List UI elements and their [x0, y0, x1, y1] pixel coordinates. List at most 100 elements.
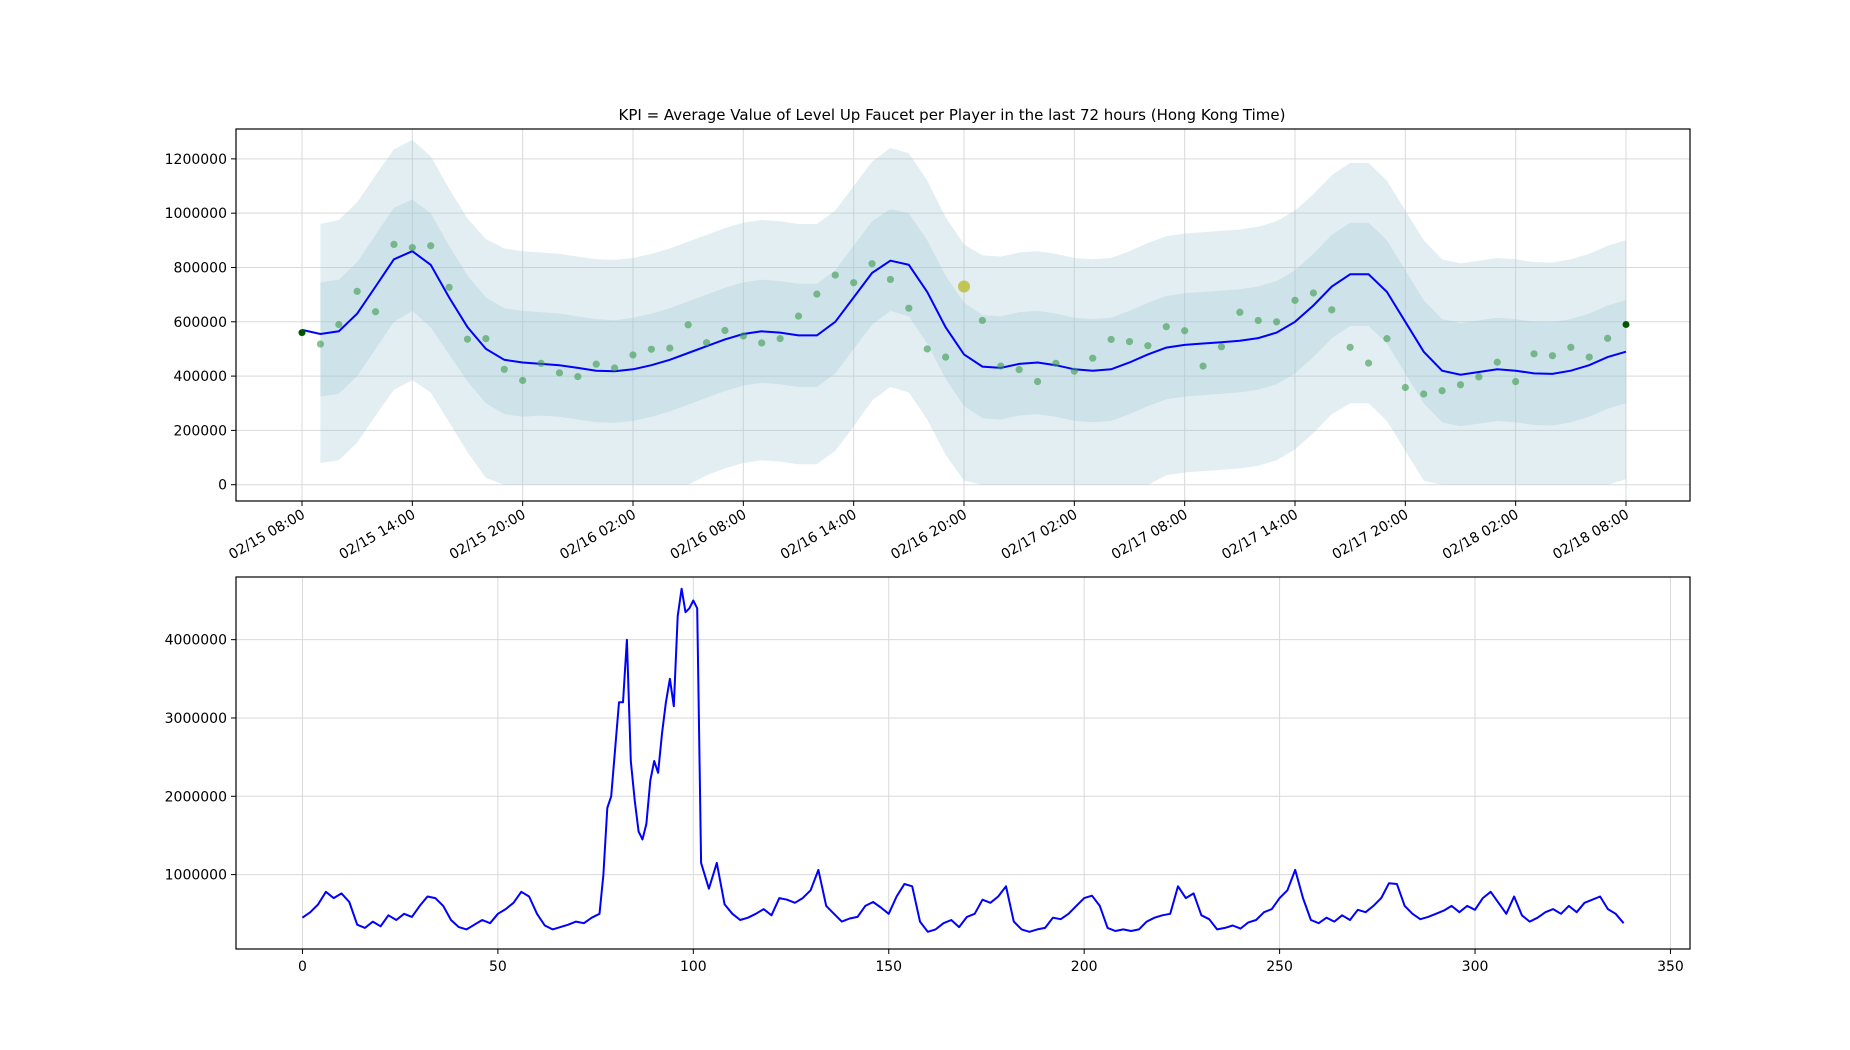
observed-point [592, 360, 600, 368]
y-tick-label: 1200000 [165, 152, 227, 168]
observed-point [390, 240, 398, 249]
y-tick-label: 200000 [174, 423, 227, 439]
observed-point [1604, 334, 1612, 342]
x-tick-label: 350 [1657, 959, 1684, 975]
observed-point [316, 340, 324, 348]
history-series-line [301, 587, 1625, 933]
observed-point [427, 242, 435, 250]
observed-point [1530, 350, 1538, 358]
observed-point [1144, 342, 1152, 350]
observed-point [868, 260, 876, 268]
observed-point [776, 335, 784, 343]
observed-point [978, 316, 986, 325]
forecast-line [301, 250, 1627, 376]
outer-confidence-band [320, 139, 1626, 485]
observed-point [1070, 367, 1078, 375]
observed-point [519, 376, 527, 385]
history-chart: 1000000 2000000 3000000 4000000 0 50 100 150 20… [165, 576, 1691, 975]
inner-confidence-band [320, 199, 1626, 427]
y-tick-label: 2000000 [165, 789, 227, 805]
observed-point [555, 369, 564, 377]
observed-point [1383, 335, 1391, 343]
observed-point [629, 351, 637, 359]
plot-frame [235, 576, 1691, 950]
observed-point [371, 308, 380, 316]
y-axis-ticks: 0 200000 400000 600000 800000 1000000 1200000 [165, 152, 236, 494]
observed-point [1162, 323, 1170, 331]
observed-point [1567, 343, 1575, 351]
grid-lines [236, 129, 1690, 501]
observed-point [1199, 362, 1207, 370]
y-tick-label: 400000 [174, 369, 227, 385]
observed-point [1309, 289, 1317, 297]
y-tick-label: 1000000 [165, 868, 227, 884]
observed-point [1548, 352, 1557, 360]
observed-point [1052, 359, 1060, 367]
observed-point [1438, 387, 1446, 395]
y-tick-label: 4000000 [165, 633, 227, 649]
x-axis-ticks: 0 50 100 150 200 250 300 350 [298, 949, 1684, 975]
observed-point [1475, 373, 1483, 381]
observed-point [445, 283, 453, 291]
anomaly-point [958, 280, 970, 293]
observed-point [1236, 308, 1244, 316]
observed-point [1181, 327, 1189, 335]
x-tick-label: 0 [298, 959, 307, 975]
y-tick-label: 600000 [174, 315, 227, 331]
observed-point [611, 364, 619, 372]
observed-point [335, 320, 343, 329]
observed-point [850, 279, 858, 287]
history-line [301, 587, 1625, 933]
observed-point [408, 244, 416, 252]
observed-point [997, 362, 1005, 370]
observed-point-last [1622, 321, 1630, 328]
observed-point [574, 373, 582, 381]
observed-point [1015, 365, 1023, 374]
x-tick-label: 250 [1266, 959, 1293, 975]
observed-point [1512, 377, 1520, 386]
forecast-series-line [301, 250, 1627, 376]
x-tick-label: 100 [680, 959, 707, 975]
observed-point [831, 271, 839, 279]
observed-point [794, 312, 803, 320]
observed-point [1033, 377, 1042, 386]
observed-point [1364, 359, 1373, 367]
y-tick-label: 1000000 [165, 206, 227, 222]
observed-point [721, 326, 729, 335]
observed-point [923, 345, 931, 353]
observed-point [1346, 343, 1354, 351]
observed-point [1125, 338, 1134, 346]
observed-points [298, 240, 1630, 398]
observed-point [739, 332, 747, 340]
observed-point [1291, 296, 1299, 304]
y-tick-label: 0 [218, 478, 227, 494]
observed-point [1493, 358, 1501, 366]
x-tick-label: 200 [1071, 959, 1098, 975]
x-tick-label: 300 [1462, 959, 1489, 975]
observed-point [537, 359, 545, 367]
observed-point [905, 304, 913, 312]
observed-point [813, 290, 821, 298]
observed-point [1273, 318, 1281, 326]
observed-point [1217, 343, 1226, 351]
observed-point [1420, 390, 1428, 398]
x-tick-label: 150 [875, 959, 902, 975]
observed-point [1401, 383, 1409, 392]
observed-point [684, 321, 692, 329]
plot-frame [235, 128, 1691, 502]
y-tick-label: 800000 [174, 260, 227, 276]
observed-point [463, 335, 472, 343]
observed-point [1328, 306, 1336, 314]
observed-point [702, 339, 711, 347]
chart-title: KPI = Average Value of Level Up Faucet p… [619, 106, 1286, 124]
confidence-bands [320, 139, 1626, 485]
observed-point [886, 275, 895, 284]
observed-point [1585, 353, 1593, 361]
observed-point [758, 339, 766, 347]
observed-point [1107, 335, 1115, 344]
observed-point [1254, 316, 1262, 325]
x-tick-label: 50 [489, 959, 507, 975]
observed-point [1456, 381, 1465, 389]
observed-point [353, 287, 361, 295]
